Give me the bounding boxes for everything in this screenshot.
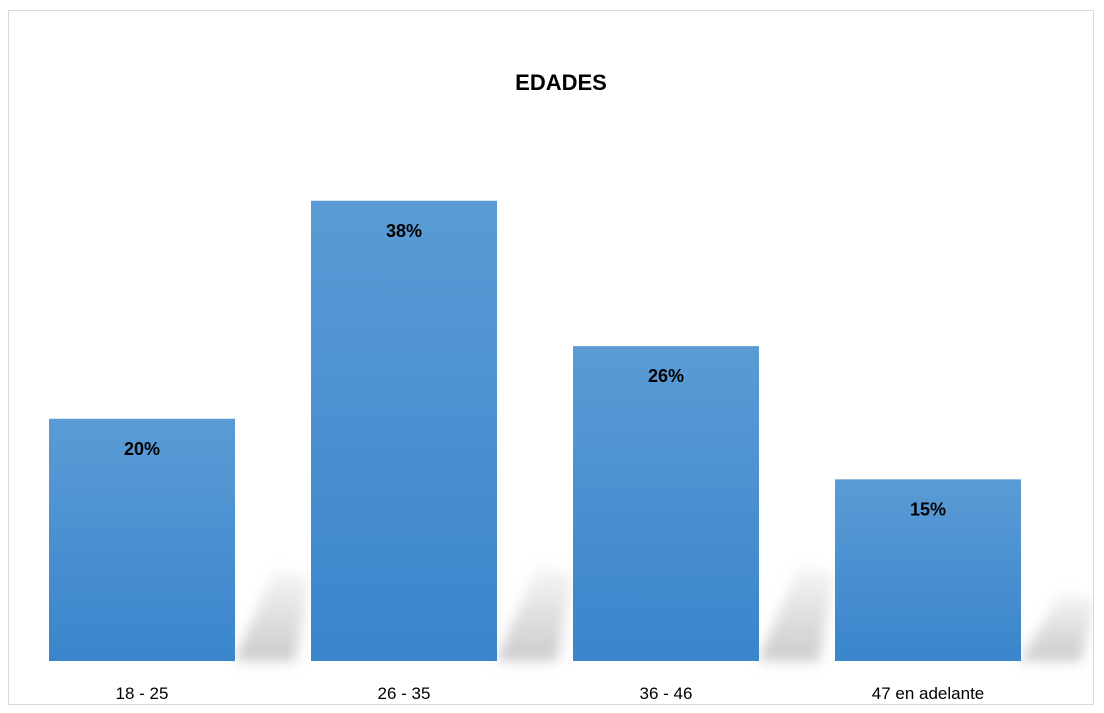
bar — [573, 346, 759, 661]
bar-chart: EDADES 20% 38% 26% 15% 18 - 25 26 - 35 36 - 4… — [49, 70, 1093, 703]
data-label: 38% — [386, 221, 422, 241]
bar-shadow — [497, 566, 572, 661]
bar-shadow — [235, 568, 310, 661]
category-label: 36 - 46 — [640, 684, 693, 703]
bar-shadow — [759, 566, 834, 661]
category-label: 18 - 25 — [116, 684, 169, 703]
data-labels: 20% 38% 26% 15% — [124, 221, 946, 520]
bar — [49, 418, 235, 661]
category-label: 26 - 35 — [378, 684, 431, 703]
chart-frame: EDADES 20% 38% 26% 15% 18 - 25 26 - 35 36 - 4… — [8, 10, 1094, 705]
bar — [835, 479, 1021, 661]
category-labels: 18 - 25 26 - 35 36 - 46 47 en adelante — [116, 684, 985, 703]
data-label: 15% — [910, 499, 946, 519]
chart-title: EDADES — [515, 70, 607, 95]
category-label: 47 en adelante — [872, 684, 985, 703]
data-label: 26% — [648, 366, 684, 386]
bar-shadows — [235, 566, 1093, 661]
bars — [49, 200, 1021, 661]
bar-shadow — [1021, 591, 1093, 661]
bar — [311, 200, 497, 661]
data-label: 20% — [124, 439, 160, 459]
